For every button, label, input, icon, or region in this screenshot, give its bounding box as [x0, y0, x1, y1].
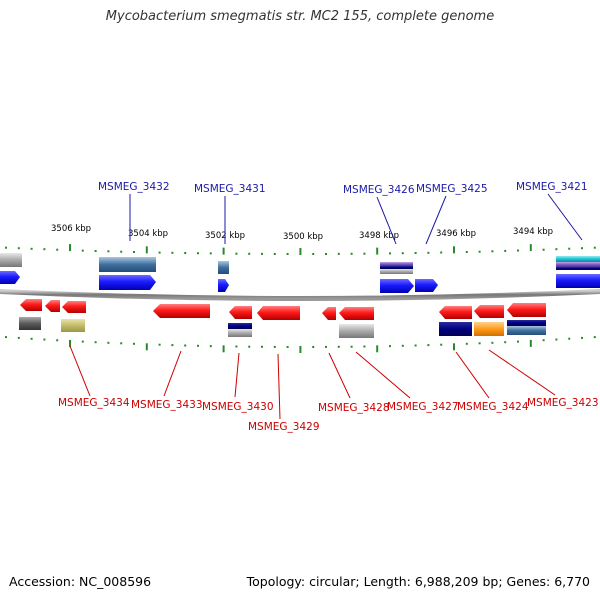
gene-label[interactable]: MSMEG_3430 — [202, 401, 274, 413]
scale-label: 3496 kbp — [436, 229, 476, 239]
gene-label[interactable]: MSMEG_3427 — [387, 401, 459, 413]
gene-arrow-reverse[interactable] — [339, 307, 374, 320]
scale-label: 3500 kbp — [283, 232, 323, 242]
lower-scale — [5, 336, 596, 353]
gene-arrow-reverse[interactable] — [474, 305, 504, 318]
gene-arrow-reverse[interactable] — [257, 306, 300, 320]
gene-label[interactable]: MSMEG_3423 — [527, 397, 599, 409]
gene-block-steel[interactable] — [99, 257, 156, 272]
gene-label[interactable]: MSMEG_3433 — [131, 399, 203, 411]
gene-block-darkgrey[interactable] — [19, 317, 41, 330]
gene-arrow-reverse[interactable] — [322, 307, 336, 320]
gene-arrow-forward[interactable] — [415, 279, 438, 292]
gene-block-grey[interactable] — [339, 324, 374, 338]
gene-arrow-reverse[interactable] — [439, 306, 472, 319]
upper-scale — [5, 244, 596, 255]
scale-label: 3498 kbp — [359, 231, 399, 241]
top-leader-lines — [129, 193, 583, 245]
gene-block-steel[interactable] — [507, 326, 546, 335]
gene-arrow-reverse[interactable] — [45, 300, 60, 312]
gene-label[interactable]: MSMEG_3421 — [516, 181, 588, 193]
gene-block-grey[interactable] — [0, 253, 22, 267]
scale-label: 3506 kbp — [51, 224, 91, 234]
gene-block-orange[interactable] — [474, 322, 504, 336]
gene-label[interactable]: MSMEG_3434 — [58, 397, 130, 409]
bottom-leader-lines — [69, 345, 556, 420]
gene-arrow-forward[interactable] — [218, 279, 229, 292]
gene-arrow-reverse[interactable] — [20, 299, 42, 311]
gene-label[interactable]: MSMEG_3424 — [457, 401, 529, 413]
gene-block-grey[interactable] — [228, 329, 252, 337]
gene-block-navy[interactable] — [439, 322, 472, 336]
scale-label: 3504 kbp — [128, 229, 168, 239]
gene-block-violet[interactable] — [380, 262, 413, 266]
gene-block-steel[interactable] — [218, 261, 229, 274]
genome-backbone — [0, 288, 600, 301]
reverse-genes — [19, 299, 546, 338]
gene-block-khaki[interactable] — [61, 319, 85, 332]
gene-arrow-reverse[interactable] — [229, 306, 252, 319]
gene-label[interactable]: MSMEG_3426 — [343, 184, 415, 196]
gene-block-violet[interactable] — [556, 262, 600, 267]
accession-text: Accession: NC_008596 — [9, 574, 152, 589]
scale-label: 3494 kbp — [513, 227, 553, 237]
gene-block-navy[interactable] — [556, 267, 600, 270]
forward-genes — [0, 253, 600, 293]
gene-arrow-reverse[interactable] — [507, 303, 546, 317]
map-title: Mycobacterium smegmatis str. MC2 155, co… — [105, 9, 495, 24]
gene-label[interactable]: MSMEG_3428 — [318, 402, 390, 414]
gene-label[interactable]: MSMEG_3432 — [98, 181, 170, 193]
gene-arrow-reverse[interactable] — [153, 304, 210, 318]
gene-block-cyan[interactable] — [556, 256, 600, 262]
gene-arrow-reverse[interactable] — [62, 301, 86, 313]
gene-arrow-forward[interactable] — [0, 271, 20, 284]
gene-block-navy[interactable] — [507, 320, 546, 326]
gene-block-navy[interactable] — [228, 323, 252, 329]
genome-summary-text: Topology: circular; Length: 6,988,209 bp… — [246, 574, 590, 589]
gene-label[interactable]: MSMEG_3431 — [194, 183, 266, 195]
gene-block-grey[interactable] — [380, 269, 413, 274]
gene-label[interactable]: MSMEG_3425 — [416, 183, 488, 195]
gene-label[interactable]: MSMEG_3429 — [248, 421, 320, 433]
gene-arrow-forward[interactable] — [556, 274, 600, 288]
gene-arrow-forward[interactable] — [99, 275, 156, 290]
gene-block-navy[interactable] — [380, 266, 413, 269]
gene-arrow-forward[interactable] — [380, 279, 414, 293]
